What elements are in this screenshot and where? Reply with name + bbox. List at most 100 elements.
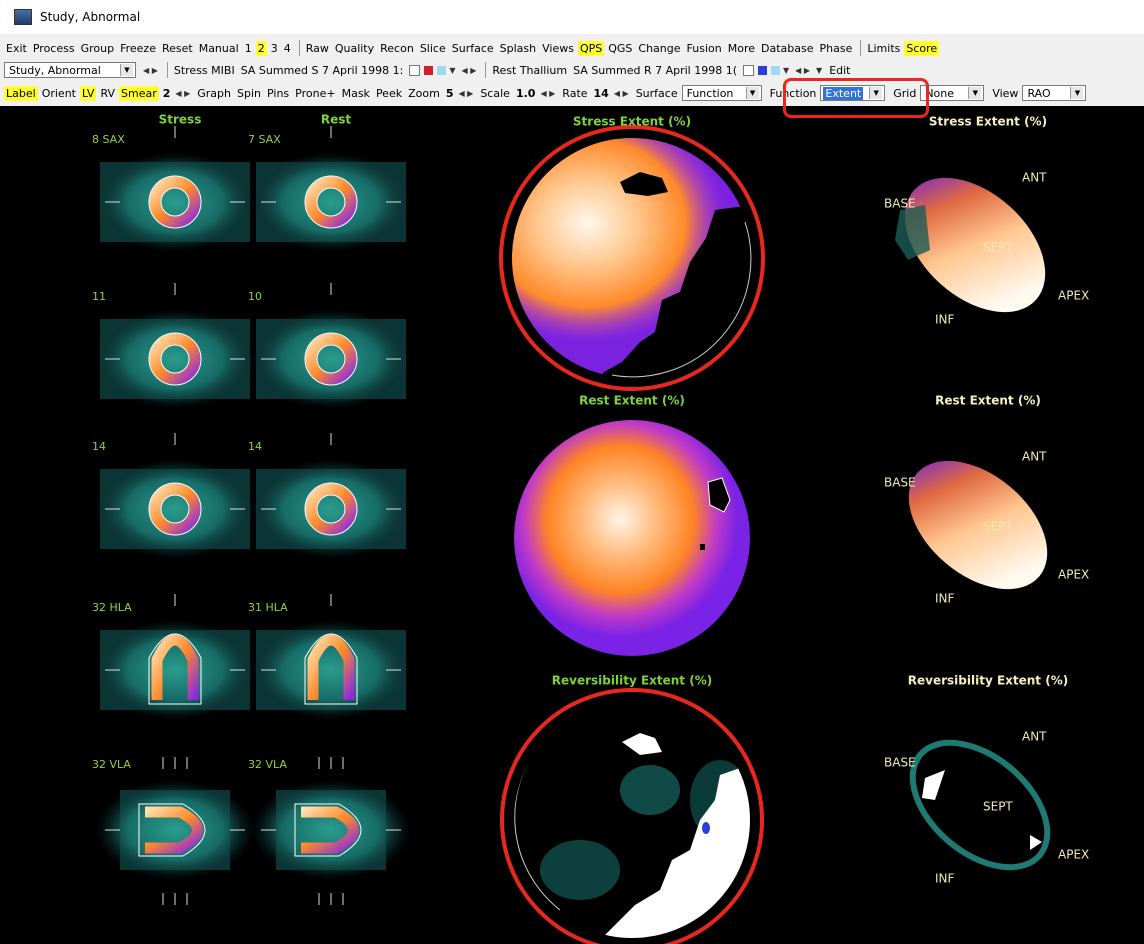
toolbar-select[interactable]: None ▼ [920, 85, 985, 101]
tracer-uptake [95, 152, 255, 252]
orientation-label: SEPT [983, 800, 1013, 814]
toolbar-item[interactable]: Mask [341, 86, 370, 100]
nav-arrows[interactable]: ◀ ▶ [175, 88, 191, 98]
dropdown-arrow[interactable]: ▼ [449, 65, 456, 75]
stress-polar-map [512, 138, 752, 378]
toolbar-item[interactable]: Grid [893, 86, 917, 100]
toolbar-select[interactable]: RAO ▼ [1022, 85, 1087, 101]
menu-item[interactable]: 3 [270, 41, 278, 55]
menu-item[interactable]: Freeze [120, 41, 156, 55]
highlight-box [783, 78, 929, 118]
menu-item[interactable]: Fusion [686, 41, 722, 55]
toolbar-item[interactable]: Spin [237, 86, 262, 100]
highlight-circle [499, 125, 765, 391]
menu-item[interactable]: 4 [283, 41, 291, 55]
stress-dataset[interactable]: SA Summed S 7 April 1998 1: [240, 63, 404, 77]
menu-item[interactable]: Manual [198, 41, 239, 55]
nav-arrows[interactable]: ◀ ▶ [458, 88, 474, 98]
menu-item[interactable]: Splash [499, 41, 537, 55]
reversibility-polar-map [514, 702, 750, 938]
menu-item[interactable]: Database [761, 41, 814, 55]
toolbar-item[interactable]: LV [79, 85, 97, 101]
contour [148, 482, 202, 536]
tracer-uptake [251, 780, 411, 880]
dropdown-arrow: ▼ [745, 87, 759, 99]
icon[interactable] [743, 64, 755, 76]
icon[interactable] [771, 65, 781, 75]
slice-label: 32 HLA [92, 601, 132, 614]
toolbar-item[interactable]: Pins [267, 86, 290, 100]
orientation-label: ANT [1022, 730, 1047, 744]
menu-item[interactable]: Change [638, 41, 681, 55]
menu-item[interactable]: Phase [819, 41, 853, 55]
menu-item[interactable]: QPS [577, 40, 605, 56]
toolbar-item[interactable]: Zoom [408, 86, 440, 100]
menu-item[interactable]: Limits [867, 41, 901, 55]
edit-button[interactable]: Edit [829, 63, 851, 77]
slice-label: 7 SAX [248, 133, 281, 146]
toolbar-item[interactable]: Peek [375, 86, 403, 100]
nav-arrows[interactable]: ◀ ▶ [461, 65, 477, 75]
orientation-label: INF [935, 592, 955, 606]
rest-surface [908, 460, 1048, 590]
tracer-uptake [251, 309, 411, 409]
surface-title: Rest Extent (%) [935, 394, 1041, 408]
toolbar-item[interactable]: Label [4, 85, 38, 101]
menu-item[interactable]: Exit [6, 41, 27, 55]
nav-arrows[interactable]: ◀ ▶ [143, 65, 158, 75]
icon[interactable] [409, 64, 421, 76]
menu-item[interactable]: QGS [608, 41, 633, 55]
toolbar-value: 2 [162, 86, 171, 100]
toolbar-item[interactable]: Smear [119, 85, 159, 101]
menu-item[interactable]: Reset [161, 41, 193, 55]
menu-item[interactable]: Score [904, 40, 940, 56]
dropdown-arrow: ▼ [1070, 87, 1084, 99]
toolbar-item[interactable]: Prone+ [295, 86, 336, 100]
contour [304, 175, 358, 229]
slice-label: 32 VLA [248, 758, 287, 771]
icon[interactable] [424, 65, 434, 75]
study-select[interactable]: Study, Abnormal ▼ [4, 62, 136, 78]
dropdown-arrow[interactable]: ▼ [816, 65, 823, 75]
nav-arrows[interactable]: ◀ ▶ [613, 88, 629, 98]
nav-arrows[interactable]: ◀ ▶ [540, 88, 556, 98]
toolbar-item[interactable]: RV [100, 86, 116, 100]
nav-arrows[interactable]: ◀ ▶ [795, 65, 811, 75]
toolbar-item[interactable]: Orient [41, 86, 76, 100]
tracer-uptake [95, 309, 255, 409]
myocardium [305, 176, 357, 228]
icon[interactable] [758, 65, 768, 75]
myocardium [301, 806, 359, 854]
menu-item[interactable]: Group [80, 41, 115, 55]
menu-item[interactable]: Surface [451, 41, 494, 55]
orientation-label: BASE [884, 756, 916, 770]
dropdown-arrow: ▼ [120, 64, 133, 76]
toolbar-item[interactable]: Surface [635, 86, 678, 100]
toolbar-item[interactable]: View [992, 86, 1019, 100]
icon[interactable] [437, 65, 447, 75]
tracer-uptake [95, 620, 255, 720]
menu-item[interactable]: Quality [334, 41, 375, 55]
menu-item[interactable]: Views [542, 41, 574, 55]
menu-item[interactable]: More [727, 41, 755, 55]
menu-item[interactable]: Slice [419, 41, 446, 55]
toolbar-select[interactable]: Function ▼ [681, 85, 762, 101]
slice-image [251, 126, 411, 252]
menu-item[interactable]: 2 [255, 40, 267, 56]
menu-item[interactable]: Process [32, 41, 75, 55]
toolbar-select[interactable]: Extent ▼ [820, 85, 886, 101]
contour [138, 803, 206, 857]
separator [166, 62, 168, 78]
toolbar-item[interactable]: Graph [197, 86, 232, 100]
menu-item[interactable]: Recon [380, 41, 414, 55]
toolbar-item[interactable]: Function [769, 86, 817, 100]
menu-item[interactable]: 1 [244, 41, 252, 55]
rest-dataset[interactable]: SA Summed R 7 April 1998 1( [573, 63, 738, 77]
tracer-uptake [251, 152, 411, 252]
toolbar-item[interactable]: Scale [480, 86, 510, 100]
column-header: Stress [159, 113, 202, 127]
dropdown-arrow[interactable]: ▼ [783, 65, 790, 75]
menu-item[interactable]: Raw [305, 41, 329, 55]
slice-label: 14 [248, 440, 262, 453]
toolbar-item[interactable]: Rate [562, 86, 588, 100]
